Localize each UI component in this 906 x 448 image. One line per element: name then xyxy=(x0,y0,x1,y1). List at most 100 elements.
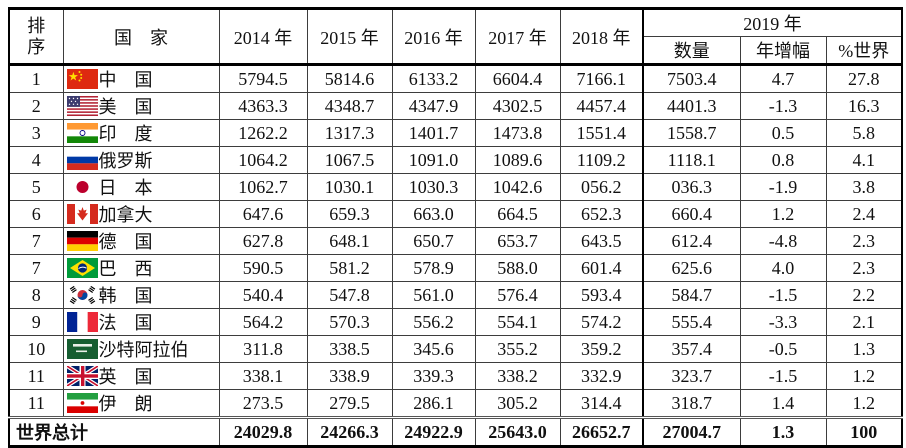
country-name: 俄罗斯 xyxy=(98,151,153,171)
total-2018-value: 26652.7 xyxy=(559,417,644,447)
value-cell: 338.1 xyxy=(218,362,308,390)
value-cell: 555.4 xyxy=(642,308,741,336)
value-cell: 279.5 xyxy=(306,389,393,418)
value-cell: 2.1 xyxy=(825,308,903,336)
rank-cell: 4 xyxy=(8,146,64,174)
value-cell: 1262.2 xyxy=(218,119,308,147)
value-cell: -1.3 xyxy=(739,92,827,120)
country-cell: ★ 中 国 xyxy=(62,64,220,93)
russia-flag-icon xyxy=(66,150,98,170)
value-cell: 27.8 xyxy=(825,64,903,93)
country-cell: 加拿大 xyxy=(62,200,220,228)
country-cell: 英 国 xyxy=(62,362,220,390)
value-cell: 4348.7 xyxy=(306,92,393,120)
value-cell: 2.2 xyxy=(825,281,903,309)
value-cell: 588.0 xyxy=(474,254,561,282)
south-korea-flag-icon xyxy=(66,285,98,305)
country-name: 巴 西 xyxy=(98,259,153,279)
value-cell: 1551.4 xyxy=(559,119,644,147)
value-cell: 5.8 xyxy=(825,119,903,147)
value-cell: 4347.9 xyxy=(391,92,476,120)
rank-cell: 7 xyxy=(8,227,64,255)
value-cell: 1091.0 xyxy=(391,146,476,174)
rank-cell: 8 xyxy=(8,281,64,309)
value-cell: 339.3 xyxy=(391,362,476,390)
total-quantity-value: 27004.7 xyxy=(642,417,741,447)
country-cell-inner: 巴 西 xyxy=(64,256,218,281)
rank-cell: 7 xyxy=(8,254,64,282)
rank-cell: 6 xyxy=(8,200,64,228)
value-cell: 627.8 xyxy=(218,227,308,255)
value-cell: 323.7 xyxy=(642,362,741,390)
rank-cell: 10 xyxy=(8,335,64,363)
value-cell: 4401.3 xyxy=(642,92,741,120)
country-cell-inner: 沙特阿拉伯 xyxy=(64,337,218,362)
year-2018-column-header: 2018 年 xyxy=(559,8,644,65)
value-cell: -1.5 xyxy=(739,362,827,390)
value-cell: 663.0 xyxy=(391,200,476,228)
rank-cell: 1 xyxy=(8,64,64,93)
country-name: 沙特阿拉伯 xyxy=(98,340,189,360)
usa-flag-icon xyxy=(66,96,98,116)
country-name: 美 国 xyxy=(98,97,153,117)
value-cell: 16.3 xyxy=(825,92,903,120)
rank-cell: 3 xyxy=(8,119,64,147)
country-name: 韩 国 xyxy=(98,286,153,306)
value-cell: 4.0 xyxy=(739,254,827,282)
value-cell: 273.5 xyxy=(218,389,308,418)
total-2015-value: 24266.3 xyxy=(306,417,393,447)
year-2015-column-header: 2015 年 xyxy=(306,8,393,65)
value-cell: 6133.2 xyxy=(391,64,476,93)
table-row: 7 巴 西 590.5 581.2 578.9 588.0 601.4 625.… xyxy=(8,254,903,282)
value-cell: 601.4 xyxy=(559,254,644,282)
value-cell: 590.5 xyxy=(218,254,308,282)
country-name: 伊 朗 xyxy=(98,394,153,414)
country-name: 加拿大 xyxy=(98,205,153,225)
year-2016-column-header: 2016 年 xyxy=(391,8,476,65)
country-cell-inner: 韩 国 xyxy=(64,283,218,308)
value-cell: 660.4 xyxy=(642,200,741,228)
value-cell: 652.3 xyxy=(559,200,644,228)
value-cell: 540.4 xyxy=(218,281,308,309)
value-cell: 1042.6 xyxy=(474,173,561,201)
value-cell: 650.7 xyxy=(391,227,476,255)
rank-cell: 11 xyxy=(8,362,64,390)
country-cell: 德 国 xyxy=(62,227,220,255)
year-2017-column-header: 2017 年 xyxy=(474,8,561,65)
country-cell-inner: 德 国 xyxy=(64,229,218,254)
world-total-row: 世界总计 24029.8 24266.3 24922.9 25643.0 266… xyxy=(8,417,903,447)
value-cell: 332.9 xyxy=(559,362,644,390)
value-cell: 305.2 xyxy=(474,389,561,418)
country-cell: 法 国 xyxy=(62,308,220,336)
country-cell-inner: 加拿大 xyxy=(64,202,218,227)
value-cell: 4363.3 xyxy=(218,92,308,120)
value-cell: 0.5 xyxy=(739,119,827,147)
iran-flag-icon xyxy=(66,393,98,413)
value-cell: 1.2 xyxy=(825,362,903,390)
table-row: 9 法 国 564.2 570.3 556.2 554.1 574.2 555.… xyxy=(8,308,903,336)
value-cell: 1317.3 xyxy=(306,119,393,147)
value-cell: 593.4 xyxy=(559,281,644,309)
total-2017-value: 25643.0 xyxy=(474,417,561,447)
rank-cell: 2 xyxy=(8,92,64,120)
table-footer: 世界总计 24029.8 24266.3 24922.9 25643.0 266… xyxy=(8,417,903,447)
value-cell: 643.5 xyxy=(559,227,644,255)
value-cell: -1.5 xyxy=(739,281,827,309)
rank-header-line1: 排 xyxy=(27,15,46,36)
value-cell: 659.3 xyxy=(306,200,393,228)
value-cell: 664.5 xyxy=(474,200,561,228)
country-cell: 沙特阿拉伯 xyxy=(62,335,220,363)
country-cell-inner: 伊 朗 xyxy=(64,391,218,417)
value-cell: 3.8 xyxy=(825,173,903,201)
total-2016-value: 24922.9 xyxy=(391,417,476,447)
table-row: 5 日 本 1062.7 1030.1 1030.3 1042.6 056.2 … xyxy=(8,173,903,201)
value-cell: 5814.6 xyxy=(306,64,393,93)
japan-flag-icon xyxy=(66,177,98,197)
value-cell: 4.1 xyxy=(825,146,903,174)
value-cell: 4302.5 xyxy=(474,92,561,120)
value-cell: 574.2 xyxy=(559,308,644,336)
value-cell: 576.4 xyxy=(474,281,561,309)
total-growth-value: 1.3 xyxy=(739,417,827,447)
country-cell: 韩 国 xyxy=(62,281,220,309)
value-cell: 653.7 xyxy=(474,227,561,255)
